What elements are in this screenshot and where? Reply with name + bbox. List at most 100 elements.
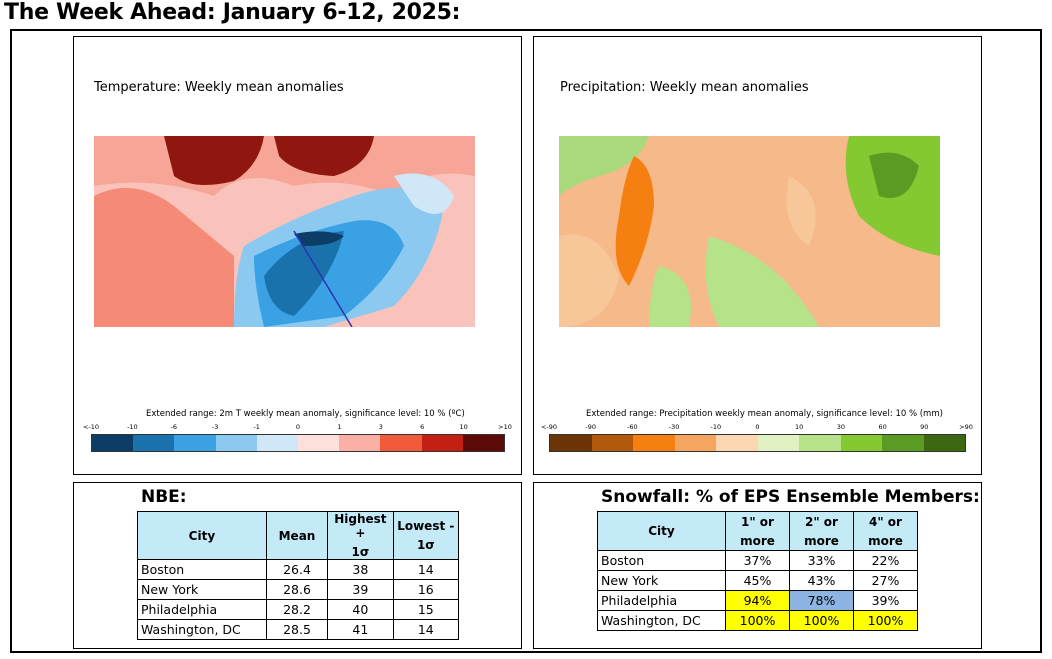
row-4in: 22%: [853, 550, 918, 571]
row-city: Washington, DC: [597, 610, 726, 631]
colorbar-tick-label: -1: [253, 423, 260, 431]
temperature-panel: Temperature: Weekly mean anomalies Exten…: [73, 36, 522, 475]
colorbar-swatch: [133, 435, 175, 451]
header-highest-line1: Highest +: [334, 512, 387, 540]
row-4in: 100%: [853, 610, 918, 631]
colorbar-swatch: [462, 435, 505, 451]
table-row: New York 45% 43% 27%: [597, 570, 918, 591]
nbe-panel: NBE: City Mean Highest + 1σ Lowest - 1σ Bo…: [73, 482, 522, 649]
row-1in: 94%: [725, 590, 790, 611]
colorbar-swatch: [674, 435, 716, 451]
colorbar-swatch: [215, 435, 257, 451]
colorbar-swatch: [298, 435, 340, 451]
colorbar-swatch: [716, 435, 758, 451]
header-city: City: [137, 511, 267, 560]
row-city: Washington, DC: [137, 619, 267, 640]
row-mean: 28.2: [265, 599, 329, 620]
row-mean: 28.5: [265, 619, 329, 640]
colorbar-tick-label: 0: [755, 423, 760, 431]
colorbar-tick-label: -6: [170, 423, 178, 431]
header-lowest-line2: 1σ: [416, 538, 435, 552]
row-highest: 41: [327, 619, 394, 640]
row-4in: 27%: [853, 570, 918, 591]
table-row: Washington, DC 100% 100% 100%: [597, 610, 918, 631]
colorbar-swatch: [550, 435, 592, 451]
row-highest: 39: [327, 579, 394, 600]
table-row: Philadelphia 28.2 40 15: [137, 599, 460, 620]
colorbar-tick-label: 30: [836, 423, 846, 431]
header-1in-line1: 1" or: [741, 514, 774, 529]
colorbar-tick-label: 90: [920, 423, 929, 431]
header-highest: Highest + 1σ: [327, 511, 394, 560]
precipitation-map-title: Precipitation: Weekly mean anomalies: [560, 80, 809, 95]
precipitation-panel: Precipitation: Weekly mean anomalies Ext…: [533, 36, 982, 475]
colorbar-swatch: [256, 435, 299, 451]
colorbar-swatch: [799, 435, 841, 451]
row-city: New York: [137, 579, 267, 600]
snowfall-table: City 1" or more 2" or more 4" or more Bosto…: [597, 511, 918, 631]
row-mean: 28.6: [265, 579, 329, 600]
header-2in-line2: more: [804, 533, 839, 548]
nbe-header-row: City Mean Highest + 1σ Lowest - 1σ: [137, 511, 460, 560]
colorbar-swatch: [923, 435, 965, 451]
header-4in: 4" or more: [853, 511, 918, 551]
row-1in: 45%: [725, 570, 790, 591]
header-2in: 2" or more: [789, 511, 854, 551]
colorbar-tick-label: 0: [295, 423, 301, 431]
colorbar-swatch: [591, 435, 633, 451]
precipitation-caption: Extended range: Precipitation weekly mea…: [586, 409, 943, 419]
content-frame: [10, 29, 1042, 653]
row-highest: 38: [327, 559, 394, 580]
nbe-table: City Mean Highest +1σ Lowest -1σ Boston 2…: [137, 511, 460, 640]
precipitation-map: [559, 136, 940, 327]
colorbar-tick-label: 10: [459, 423, 468, 431]
page-title: The Week Ahead: January 6-12, 2025:: [4, 0, 461, 25]
row-lowest: 16: [392, 579, 460, 600]
colorbar-tick-label: <-90: [540, 423, 558, 431]
row-mean: 26.4: [265, 559, 329, 580]
colorbar-swatch: [92, 435, 134, 451]
row-city: Philadelphia: [597, 590, 726, 611]
colorbar-tick-label: -60: [627, 423, 638, 431]
row-city: Boston: [137, 559, 267, 580]
table-row: Boston 26.4 38 14: [137, 559, 460, 580]
colorbar-swatch: [339, 435, 381, 451]
colorbar-tick-label: 60: [878, 423, 887, 431]
snowfall-panel: Snowfall: % of EPS Ensemble Members: Cit…: [533, 482, 982, 649]
header-4in-line1: 4" or: [869, 514, 902, 529]
row-lowest: 14: [392, 559, 460, 580]
temperature-map-title: Temperature: Weekly mean anomalies: [94, 80, 344, 95]
colorbar-tick-label: >90: [959, 423, 973, 431]
colorbar-tick-label: -10: [710, 423, 722, 431]
header-lowest-line1: Lowest -: [397, 519, 455, 533]
table-row: Boston 37% 33% 22%: [597, 550, 918, 571]
colorbar-swatch: [840, 435, 882, 451]
table-row: Washington, DC 28.5 41 14: [137, 619, 460, 640]
colorbar-tick-label: 1: [337, 423, 342, 431]
colorbar-swatch: [633, 435, 675, 451]
colorbar-tick-label: -3: [211, 423, 219, 431]
colorbar-swatch: [757, 435, 799, 451]
header-highest-line2: 1σ: [351, 545, 370, 559]
header-1in: 1" or more: [725, 511, 790, 551]
row-city: Philadelphia: [137, 599, 267, 620]
temperature-map: [94, 136, 475, 327]
colorbar-swatch: [380, 435, 422, 451]
table-row: Philadelphia 94% 78% 39%: [597, 590, 918, 611]
colorbar-tick-label: 10: [795, 423, 804, 431]
colorbar-tick-label: -30: [668, 423, 680, 431]
row-highest: 40: [327, 599, 394, 620]
colorbar-tick-label: -90: [585, 423, 596, 431]
row-city: Boston: [597, 550, 726, 571]
row-4in: 39%: [853, 590, 918, 611]
temperature-colorbar: [91, 434, 505, 452]
row-2in: 33%: [789, 550, 854, 571]
row-lowest: 15: [392, 599, 460, 620]
colorbar-tick-label: -10: [127, 423, 138, 431]
header-city: City: [597, 511, 726, 551]
colorbar-swatch: [421, 435, 463, 451]
header-1in-line2: more: [740, 533, 775, 548]
row-1in: 37%: [725, 550, 790, 571]
temperature-caption: Extended range: 2m T weekly mean anomaly…: [146, 409, 465, 419]
row-2in: 100%: [789, 610, 854, 631]
